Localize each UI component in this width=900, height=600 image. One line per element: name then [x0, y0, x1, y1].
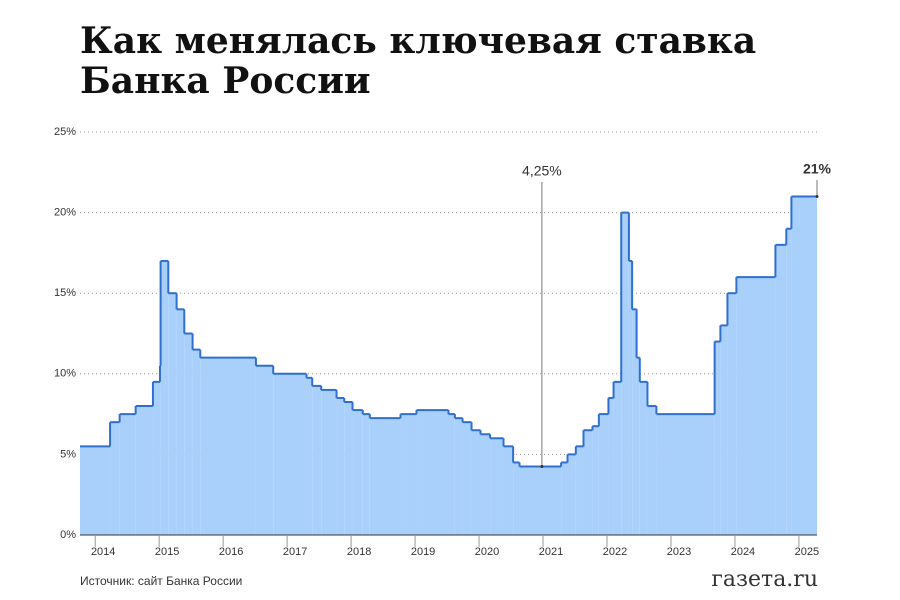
area-step — [362, 414, 370, 535]
area-step — [598, 414, 609, 535]
logo: газета.ru — [711, 567, 818, 592]
area-step — [273, 373, 307, 535]
area-step — [471, 430, 481, 535]
area-step — [639, 381, 648, 535]
area-step — [613, 381, 622, 535]
area-step — [608, 397, 614, 535]
area-step — [448, 414, 455, 535]
x-tick-label: 2024 — [731, 546, 755, 558]
chart-title: Банка России — [80, 60, 371, 102]
area-step — [352, 410, 363, 535]
x-tick-label: 2015 — [155, 546, 179, 558]
area-step — [344, 402, 353, 535]
x-tick-label: 2016 — [219, 546, 243, 558]
area-step — [152, 381, 160, 535]
y-tick-label: 0% — [60, 529, 76, 541]
annotation-label: 4,25% — [522, 163, 562, 179]
area-step — [255, 365, 274, 535]
x-tick-label: 2019 — [411, 546, 435, 558]
area-step — [561, 462, 568, 535]
area-step — [786, 228, 792, 535]
x-tick-label: 2018 — [347, 546, 371, 558]
area-step — [184, 333, 193, 535]
area-step — [714, 341, 721, 535]
area-step — [775, 244, 787, 535]
area-step — [519, 466, 562, 535]
area-step — [736, 277, 776, 535]
x-tick-label: 2020 — [475, 546, 499, 558]
area-step — [791, 196, 817, 536]
area-step — [336, 397, 345, 535]
area-step — [135, 406, 153, 535]
x-tick-label: 2023 — [667, 546, 691, 558]
area-step — [621, 212, 629, 535]
area-step — [176, 309, 185, 535]
area-step — [306, 377, 313, 535]
area-step — [462, 422, 472, 535]
area-step — [656, 414, 715, 535]
area-step — [636, 357, 640, 535]
area-step — [321, 389, 337, 535]
area-step — [503, 446, 514, 535]
area-step — [592, 426, 599, 535]
area-step — [110, 422, 120, 535]
chart-title: Как менялась ключевая ставка — [80, 20, 756, 62]
area-step — [119, 414, 136, 535]
area-step — [727, 293, 737, 535]
area-step — [583, 430, 593, 535]
area-step — [575, 446, 584, 535]
area-step — [454, 418, 463, 535]
area-step — [168, 293, 177, 535]
area-step — [312, 385, 322, 535]
area-step — [720, 325, 728, 535]
annotation-dot — [815, 194, 819, 198]
area-step — [490, 438, 504, 535]
area-step — [480, 434, 491, 535]
area-step — [159, 365, 161, 535]
source: Источник: сайт Банка России — [80, 574, 242, 588]
area-step — [632, 309, 637, 535]
annotation-label: 21% — [803, 161, 832, 177]
x-tick-label: 2014 — [91, 546, 115, 558]
y-tick-label: 25% — [54, 126, 76, 138]
area-step — [369, 418, 401, 535]
area-step — [200, 357, 256, 535]
area-step — [192, 349, 201, 535]
area-step — [647, 406, 657, 535]
area-step — [160, 260, 169, 535]
y-tick-label: 20% — [54, 207, 76, 219]
area-step — [80, 446, 111, 535]
annotation-dot — [540, 464, 544, 468]
y-tick-label: 5% — [60, 448, 76, 460]
area-step — [513, 462, 520, 535]
x-tick-label: 2017 — [283, 546, 307, 558]
area-step — [400, 414, 417, 535]
y-tick-label: 10% — [54, 368, 76, 380]
x-tick-label: 2022 — [603, 546, 627, 558]
area-step — [416, 410, 449, 535]
area-step — [567, 454, 576, 535]
y-tick-label: 15% — [54, 287, 76, 299]
x-tick-label: 2021 — [539, 546, 563, 558]
area-step — [628, 260, 633, 535]
x-tick-label: 2025 — [795, 546, 819, 558]
